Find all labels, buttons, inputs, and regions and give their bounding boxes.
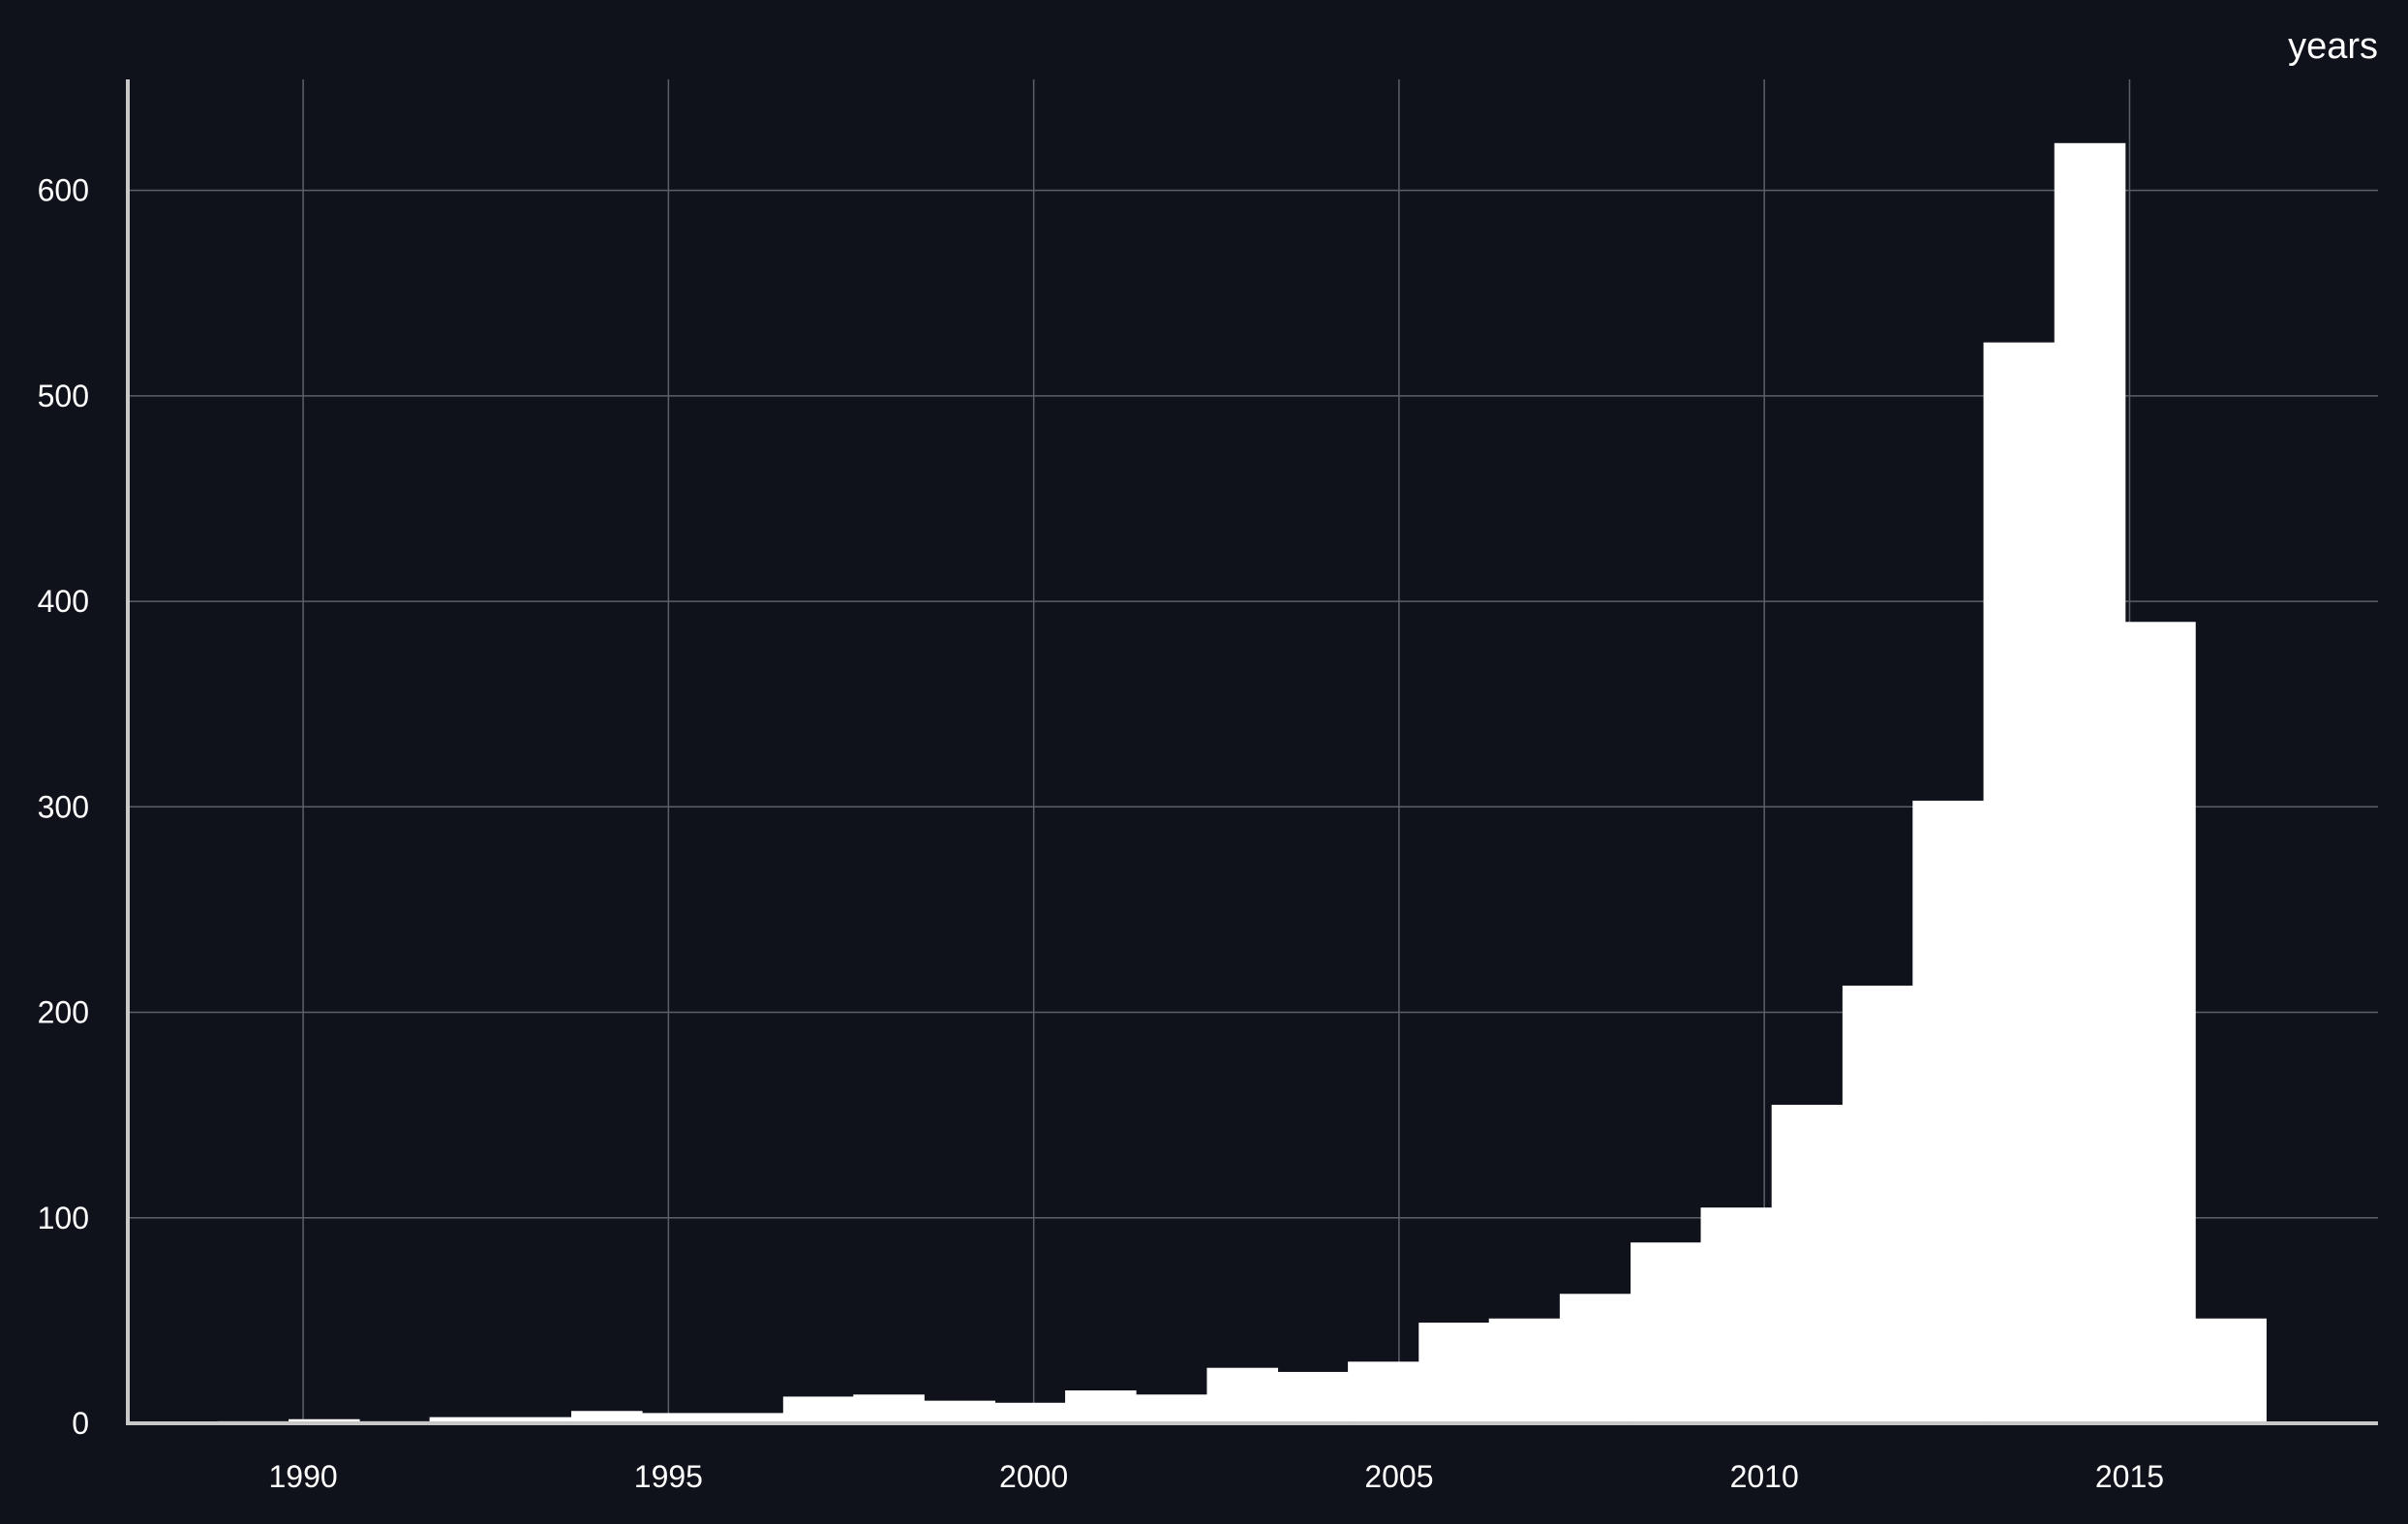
x-tick-label: 1990 (268, 1459, 337, 1494)
histogram-bar (1206, 1367, 1279, 1423)
histogram-bar (1631, 1242, 1702, 1423)
y-tick-label: 500 (38, 379, 89, 413)
histogram-bar (924, 1400, 996, 1423)
histogram-bar (2195, 1318, 2267, 1423)
histogram-bar (1276, 1371, 1349, 1423)
histogram-bar (500, 1417, 572, 1423)
histogram-bar (1700, 1207, 1773, 1423)
x-tick-label: 1995 (634, 1459, 703, 1494)
histogram-bar (2124, 622, 2196, 1423)
histogram-bar (994, 1402, 1067, 1423)
histogram-bar (641, 1413, 714, 1423)
histogram-bar (853, 1394, 925, 1423)
axes (126, 79, 2378, 1425)
y-tick-label: 600 (38, 173, 89, 208)
histogram-bar (1771, 1105, 1844, 1423)
histogram-bar (1348, 1361, 1419, 1423)
histogram-bar (1842, 985, 1914, 1423)
x-tick-label: 2010 (1730, 1459, 1799, 1494)
histogram-bar (289, 1418, 360, 1423)
histogram-bar (1983, 342, 2056, 1424)
y-tick-label: 300 (38, 789, 89, 824)
histogram-bar (1418, 1323, 1490, 1423)
histogram-bar (429, 1417, 502, 1423)
histogram-bar (571, 1411, 643, 1423)
histogram-bar (1559, 1294, 1631, 1423)
histogram-bar (712, 1413, 784, 1423)
grid-lines (128, 79, 2378, 1423)
histogram-bar (782, 1396, 855, 1423)
y-tick-label: 100 (38, 1201, 89, 1235)
histogram-bars (217, 142, 2267, 1424)
x-tick-label: 2015 (2095, 1459, 2164, 1494)
y-tick-label: 200 (38, 995, 89, 1030)
histogram-bar (1065, 1390, 1137, 1423)
x-tick-labels: 1990 1995 2000 2005 2010 2015 (268, 1459, 2164, 1494)
y-tick-labels: 0 100 200 300 400 500 600 (38, 173, 89, 1441)
y-tick-label: 400 (38, 584, 89, 619)
x-tick-label: 2005 (1364, 1459, 1433, 1494)
histogram-bar (2054, 142, 2126, 1424)
histogram-bar (1912, 800, 1984, 1423)
y-tick-label: 0 (72, 1406, 89, 1441)
x-tick-label: 2000 (999, 1459, 1068, 1494)
histogram-bar (1488, 1318, 1561, 1423)
histogram-bar (1136, 1394, 1207, 1423)
x-unit-label: years (2288, 26, 2378, 67)
